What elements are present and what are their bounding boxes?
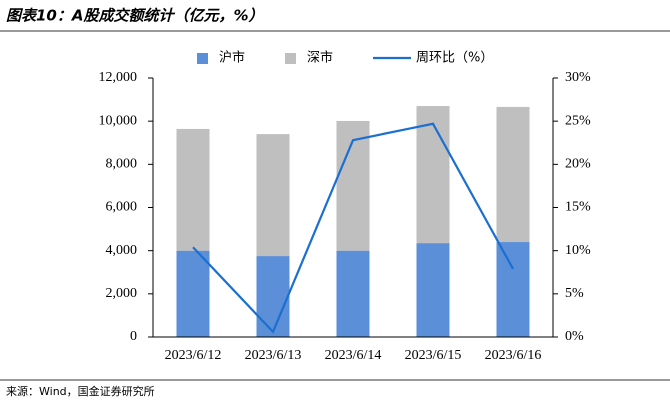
- y-tick-label: 4,000: [106, 243, 138, 258]
- legend-swatch: [285, 53, 296, 64]
- source: 来源：Wind，国金证券研究所: [6, 384, 155, 398]
- x-tick-label: 2023/6/13: [245, 348, 302, 363]
- bar: [496, 242, 530, 337]
- bar: [256, 134, 290, 257]
- legend-swatch: [197, 53, 208, 64]
- legend-label: 深市: [307, 50, 333, 66]
- y2-tick-label: 25%: [565, 113, 591, 128]
- y-tick-label: 10,000: [99, 113, 138, 128]
- bar: [416, 243, 450, 337]
- bar: [176, 250, 210, 337]
- y2-tick-label: 5%: [565, 286, 584, 301]
- chart-title: 图表10：A股成交额统计（亿元，%）: [6, 7, 264, 25]
- bar: [416, 106, 450, 244]
- y2-tick-label: 15%: [565, 200, 591, 215]
- x-tick-label: 2023/6/14: [325, 348, 382, 363]
- legend-label: 周环比（%）: [416, 51, 493, 66]
- line: [192, 122, 514, 334]
- y-tick-label: 0: [130, 329, 137, 344]
- y-tick-label: 12,000: [99, 70, 138, 85]
- bar: [256, 256, 290, 337]
- bar: [176, 128, 210, 251]
- x-tick-label: 2023/6/12: [165, 348, 222, 363]
- y2-tick-label: 30%: [565, 70, 591, 85]
- y-tick-label: 8,000: [106, 157, 138, 172]
- y2-tick-label: 10%: [565, 243, 591, 258]
- x-tick-label: 2023/6/16: [485, 348, 542, 363]
- x-tick-label: 2023/6/15: [405, 348, 462, 363]
- y-tick-label: 6,000: [106, 200, 138, 215]
- legend-label: 沪市: [219, 50, 245, 66]
- y2-tick-label: 20%: [565, 157, 591, 172]
- y-tick-label: 2,000: [106, 286, 138, 301]
- y2-tick-label: 0%: [565, 329, 584, 344]
- bar: [496, 106, 530, 243]
- bar: [336, 250, 370, 337]
